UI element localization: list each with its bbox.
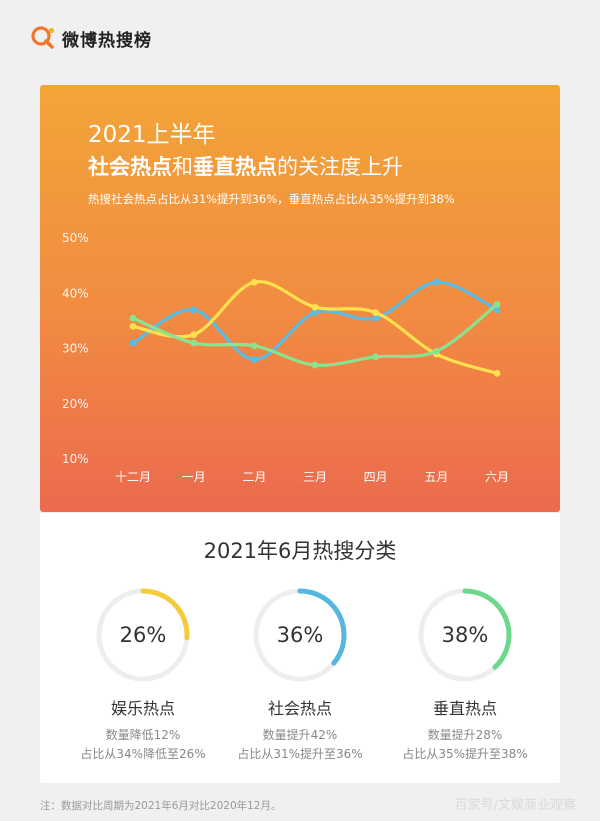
series-line-1 <box>131 280 499 375</box>
category-card: 2021年6月热搜分类 26% 娱乐热点 数量降低12% 占比从34%降低至26… <box>40 513 560 783</box>
weibo-search-logo-icon <box>30 25 56 51</box>
ring-group-entertainment: 26% 娱乐热点 数量降低12% 占比从34%降低至26% <box>63 585 223 762</box>
x-tick-label: 五月 <box>424 470 448 484</box>
y-tick-label: 40% <box>62 286 89 300</box>
subtitle: 热搜社会热点占比从31%提升到36%，垂直热点占比从35%提升到38% <box>88 192 455 206</box>
series-point-0 <box>250 356 258 363</box>
series-point-1 <box>250 278 258 286</box>
series-point-0 <box>493 306 501 314</box>
ring-chart: 26% <box>93 585 193 685</box>
headline: 社会热点和垂直热点的关注度上升 <box>88 151 403 181</box>
series-point-0 <box>432 278 440 286</box>
watermark: 百家号/文娱商业观察 <box>454 798 576 813</box>
headline-mid: 和 <box>172 155 193 179</box>
ring-progress <box>253 588 347 682</box>
y-tick-label: 30% <box>62 342 89 356</box>
series-point-0 <box>311 309 319 316</box>
x-tick-label: 四月 <box>364 470 388 484</box>
brand-name: 微博热搜榜 <box>62 30 152 51</box>
x-tick-label: 十二月 <box>115 470 151 484</box>
ring-percent: 38% <box>441 623 489 647</box>
ring-group-vertical: 38% 垂直热点 数量提升28% 占比从35%提升至38% <box>385 585 545 762</box>
ring-desc-share: 占比从34%降低至26% <box>80 747 206 761</box>
category-title: 2021年6月热搜分类 <box>203 539 397 563</box>
series-point-1 <box>311 303 319 311</box>
series-point-2 <box>372 353 380 361</box>
ring-name: 社会热点 <box>267 699 332 718</box>
ring-desc-count: 数量降低12% <box>105 728 181 742</box>
x-tick-label: 二月 <box>242 470 266 484</box>
ring-name: 娱乐热点 <box>110 699 175 718</box>
series-point-2 <box>311 361 319 369</box>
ring-chart: 36% <box>250 585 350 685</box>
series-point-1 <box>129 323 137 330</box>
ring-group-social: 36% 社会热点 数量提升42% 占比从31%提升至36% <box>220 585 380 762</box>
series-point-2 <box>190 339 198 347</box>
ring-progress <box>96 588 190 682</box>
ring-desc-count: 数量提升28% <box>427 728 503 742</box>
y-tick-label: 20% <box>62 397 89 411</box>
series-point-0 <box>190 306 198 314</box>
y-tick-label: 50% <box>62 231 89 245</box>
x-tick-label: 三月 <box>303 470 327 484</box>
series-point-2 <box>250 342 258 350</box>
series-point-0 <box>372 314 380 322</box>
series-point-1 <box>372 309 380 316</box>
ring-desc-share: 占比从35%提升至38% <box>402 747 528 761</box>
series-point-1 <box>190 331 198 339</box>
trend-card: 2021上半年 社会热点和垂直热点的关注度上升 热搜社会热点占比从31%提升到3… <box>40 85 560 512</box>
y-tick-label: 10% <box>62 452 89 466</box>
series-point-2 <box>493 300 501 308</box>
ring-desc-share: 占比从31%提升至36% <box>237 747 363 761</box>
ring-chart: 38% <box>415 585 515 685</box>
ring-progress <box>418 588 512 682</box>
series-point-2 <box>432 347 440 355</box>
ring-desc-count: 数量提升42% <box>262 728 338 742</box>
brand-header: 微博热搜榜 <box>30 22 152 54</box>
headline-rest: 的关注度上升 <box>277 155 403 179</box>
ring-percent: 26% <box>119 623 167 647</box>
x-tick-label: 一月 <box>182 470 206 484</box>
headline-bold-1: 社会热点 <box>88 155 172 179</box>
x-tick-label: 六月 <box>485 470 509 484</box>
year-title: 2021上半年 <box>88 122 216 148</box>
series-point-2 <box>129 314 137 322</box>
ring-name: 垂直热点 <box>432 699 497 718</box>
headline-bold-2: 垂直热点 <box>193 155 277 179</box>
series-point-0 <box>129 339 137 347</box>
footnote: 注：数据对比周期为2021年6月对比2020年12月。 <box>40 800 282 812</box>
series-point-1 <box>493 369 501 377</box>
ring-percent: 36% <box>276 623 324 647</box>
line-chart: 50% 40% 30% 20% 10% 十二月 一月 二月 三月 四月 五月 六月 <box>62 231 509 484</box>
